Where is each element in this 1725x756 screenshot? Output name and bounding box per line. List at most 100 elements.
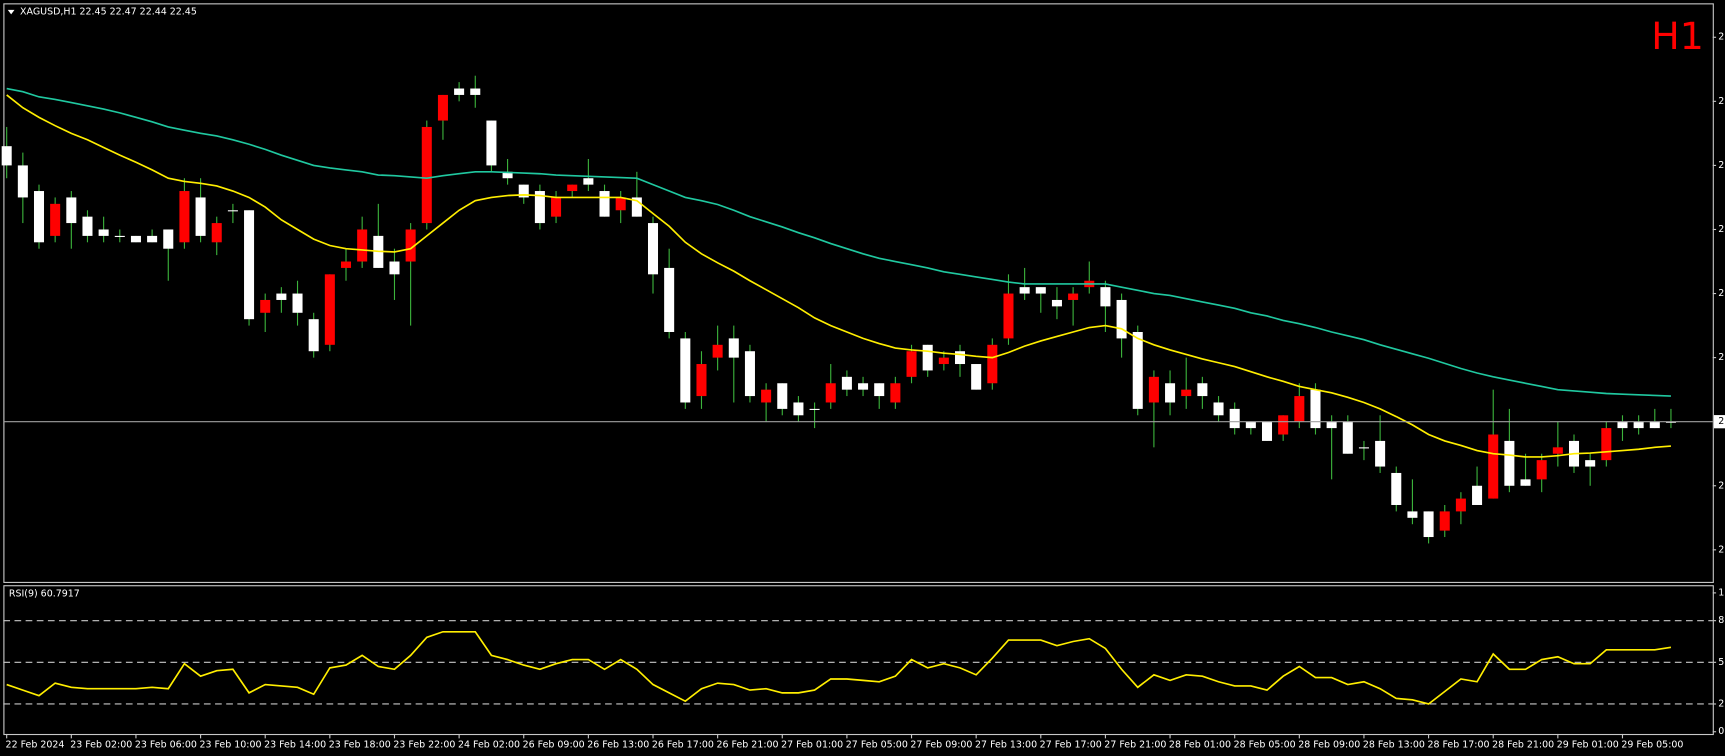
x-tick-label: 28 Feb 13:00 [1363,740,1425,751]
timeframe-label: H1 [1651,14,1704,58]
candle-body [1068,293,1079,300]
y-tick-label: 100 [1718,587,1725,598]
candle-body [114,235,125,237]
candle-body [163,229,174,249]
y-tick-label: 50 [1718,657,1725,668]
last-price-label: 22.45 [1718,416,1725,427]
candle-body [130,235,141,243]
x-tick-label: 27 Feb 09:00 [910,740,972,751]
candle-body [66,197,77,224]
candle-body [211,223,222,243]
x-tick-label: 26 Feb 21:00 [717,740,779,751]
candle-body [33,191,45,243]
y-tick-label: 23.05 [1718,32,1725,43]
candle-body [1148,376,1159,403]
candle-body [98,229,109,236]
candle-body [1310,389,1321,429]
rsi-line [6,630,1672,705]
candle-body [1585,460,1596,467]
candle-body [1520,479,1531,486]
candle-body [971,364,982,390]
candle-body [793,402,804,416]
candle-body [454,88,465,95]
x-tick-label: 27 Feb 05:00 [846,740,908,751]
y-tick-label: 22.35 [1718,480,1725,491]
candle-body [1035,287,1046,294]
x-tick-label: 23 Feb 22:00 [393,740,455,751]
x-tick-label: 29 Feb 05:00 [1621,740,1683,751]
candle-body [1245,421,1256,429]
candle-body [551,197,562,217]
x-tick-label: 29 Feb 01:00 [1557,740,1619,751]
candle-body [647,223,659,275]
candle-body [1165,383,1176,403]
candle-body [244,210,255,320]
y-tick-label: 22.55 [1718,352,1725,363]
candle-body [502,171,513,179]
y-tick-label: 22.75 [1718,224,1725,235]
candle-body [1536,460,1547,480]
x-tick-label: 28 Feb 09:00 [1298,740,1360,751]
candle-body [890,383,901,403]
candle-body [1455,498,1466,512]
candle-body [179,191,190,243]
x-tick-label: 27 Feb 13:00 [975,740,1037,751]
candle-body [308,319,319,352]
x-tick-label: 26 Feb 13:00 [587,740,649,751]
y-tick-label: 20 [1718,699,1725,710]
candle-body [486,120,497,166]
candle-body [292,293,303,313]
candle-body [1633,421,1644,429]
candle-body [1617,421,1628,429]
x-tick-label: 28 Feb 17:00 [1427,740,1489,751]
candle-body [615,197,626,211]
candle-body [1116,299,1127,339]
x-tick-label: 28 Feb 21:00 [1492,740,1554,751]
candle-body [744,351,755,397]
candle-body [841,376,852,390]
candle-body [1552,447,1563,454]
candle-body [1649,421,1660,429]
candle-body [1472,485,1483,505]
x-tick-label: 24 Feb 02:00 [458,740,520,751]
candle-body [437,94,448,121]
candle-body [340,261,352,268]
moving-average [6,94,1672,458]
candle-body [858,383,869,390]
x-tick-label: 22 Feb 2024 [6,740,65,751]
y-tick-label: 0 [1718,726,1724,737]
candle-body [1407,511,1418,518]
candle-body [276,293,287,300]
x-tick-label: 23 Feb 14:00 [264,740,326,751]
candle-body [518,184,529,198]
candle-body [260,299,271,313]
rsi-frame [3,585,1714,736]
y-tick-label: 80 [1718,615,1725,626]
candle-body [1488,434,1499,499]
x-tick-label: 27 Feb 21:00 [1104,740,1166,751]
candle-body [567,184,578,192]
x-tick-label: 28 Feb 05:00 [1234,740,1296,751]
candle-body [1132,331,1143,409]
candle-body [1213,402,1224,416]
candle-body [761,389,772,403]
candle-body [1278,415,1289,435]
candle-body [922,344,933,371]
candle-body [599,191,610,217]
menu-triangle[interactable] [7,9,15,15]
x-tick-label: 28 Feb 01:00 [1169,740,1231,751]
candle-body [1100,287,1111,307]
candle-body [1326,421,1337,429]
candle-body [1423,511,1434,538]
candle-body [421,126,432,224]
candle-body [195,197,206,236]
candle-body [405,229,416,262]
candle-body [227,210,238,212]
candle-body [147,235,158,243]
candle-body [1601,428,1612,461]
candle-body [825,383,836,403]
x-tick-label: 23 Feb 06:00 [135,740,197,751]
x-tick-label: 27 Feb 17:00 [1040,740,1102,751]
candle-body [680,338,691,403]
candle-body [1,146,12,166]
